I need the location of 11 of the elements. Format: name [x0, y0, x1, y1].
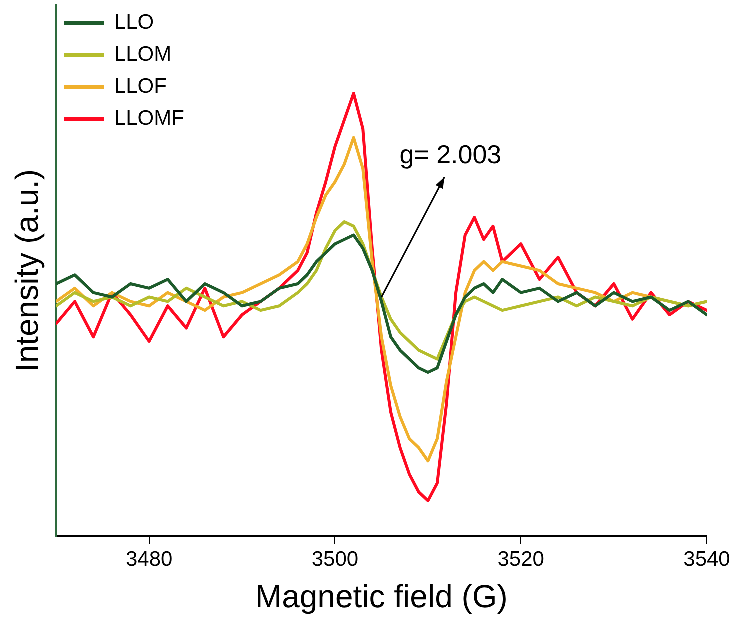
annotation: g= 2.003 — [400, 139, 502, 170]
y-axis-title: Intensity (a.u.) — [9, 169, 46, 372]
legend-label: LLOF — [114, 74, 167, 98]
x-tick-label: 3480 — [126, 548, 173, 571]
legend-label: LLOM — [114, 42, 172, 66]
x-axis-title: Magnetic field (G) — [255, 578, 508, 615]
x-tick-label: 3500 — [312, 548, 359, 571]
legend-label: LLO — [114, 10, 154, 34]
x-tick-label: 3540 — [684, 548, 730, 571]
legend-label: LLOMF — [114, 106, 184, 130]
x-tick-label: 3520 — [498, 548, 544, 571]
